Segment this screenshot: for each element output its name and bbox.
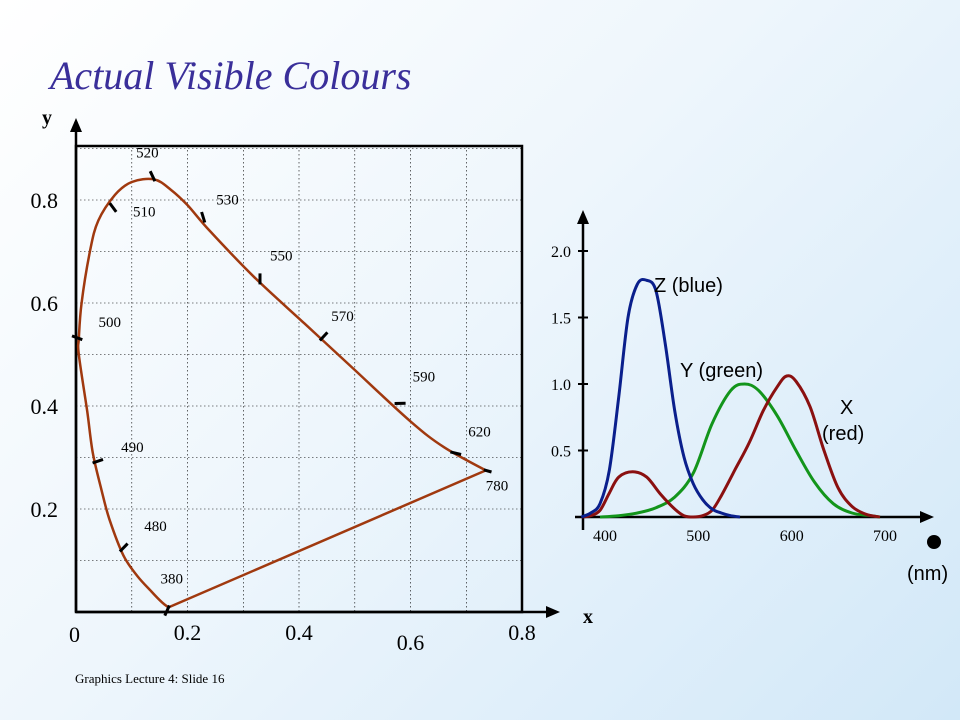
cmf-y-tick-label: 0.5 <box>551 444 571 461</box>
y-tick-label: 0.2 <box>31 497 59 522</box>
wavelength-tick-mark <box>118 542 129 553</box>
colour-matching-functions-chart: 0.5 1.0 1.5 2.0 400 500 600 700 Z (blue) Y (gr… <box>551 210 948 585</box>
z-blue-label: Z (blue) <box>654 275 723 297</box>
wavelength-label: 510 <box>133 204 156 220</box>
chromaticity-y-axis-arrow <box>70 118 82 132</box>
wavelength-label: 780 <box>486 478 509 494</box>
cmf-x-tick-labels: 400 500 600 700 <box>593 528 897 545</box>
cmf-x-tick-label: 700 <box>873 528 897 545</box>
cmf-y-tick-label: 1.0 <box>551 377 571 394</box>
spectral-locus-curve <box>76 177 489 609</box>
wavelength-tick-mark <box>108 202 118 213</box>
cmf-y-tick-label: 1.5 <box>551 311 571 328</box>
x-tick-label: 0.8 <box>508 620 536 645</box>
chromaticity-x-axis-arrow <box>546 606 560 618</box>
cmf-y-axis-arrow <box>577 210 589 224</box>
bullet-icon <box>927 535 941 549</box>
wavelength-tick-mark <box>163 604 171 617</box>
chromaticity-tick-labels: 0.2 0.4 0.6 0.8 0.2 0.4 0.6 0.8 <box>31 188 536 655</box>
wavelength-label: 500 <box>99 315 122 331</box>
wavelength-label: 490 <box>121 440 144 456</box>
chromaticity-grid <box>76 146 523 612</box>
wavelength-label: 570 <box>331 309 354 325</box>
wavelength-tick-mark <box>148 170 157 182</box>
cmf-y-tick-labels: 0.5 1.0 1.5 2.0 <box>551 244 588 461</box>
wavelength-label: 590 <box>413 369 436 385</box>
wavelength-tick-mark <box>92 457 104 465</box>
wavelength-tick-mark <box>71 334 83 342</box>
y-tick-label: 0.6 <box>31 291 59 316</box>
x-tick-label: 0.4 <box>285 620 313 645</box>
wavelength-markers: 380 480 490 500 510 520 530 550 570 590 620 780 <box>71 145 509 617</box>
z-blue-curve <box>580 277 741 519</box>
cmf-x-tick-label: 500 <box>686 528 710 545</box>
x-tick-label: 0.6 <box>397 630 425 655</box>
wavelength-tick-mark <box>200 211 207 223</box>
cmf-x-axis-arrow <box>920 511 934 523</box>
x-red-curve <box>581 374 881 519</box>
y-tick-label: 0.4 <box>31 394 59 419</box>
chromaticity-x-axis-label: x <box>583 606 593 628</box>
wavelength-label: 550 <box>270 248 293 264</box>
slide-footer: Graphics Lecture 4: Slide 16 <box>75 671 225 686</box>
wavelength-tick-mark <box>450 450 462 456</box>
wavelength-tick-mark <box>483 468 492 474</box>
x-red-label: X <box>840 397 853 419</box>
chromaticity-origin-label: 0 <box>69 622 80 647</box>
wavelength-label: 520 <box>136 145 159 161</box>
cmf-x-tick-label: 600 <box>780 528 804 545</box>
cmf-x-tick-label: 400 <box>593 528 617 545</box>
chromaticity-y-axis-label: y <box>42 107 52 129</box>
slide-title: Actual Visible Colours <box>50 53 412 98</box>
cmf-y-tick-label: 2.0 <box>551 244 571 261</box>
wavelength-label: 620 <box>468 424 491 440</box>
y-green-curve <box>599 382 881 519</box>
x-red-label-line2: (red) <box>822 423 864 445</box>
wavelength-label: 480 <box>144 519 167 535</box>
wavelength-tick-mark <box>318 331 329 342</box>
wavelength-label: 380 <box>161 571 184 587</box>
y-tick-label: 0.8 <box>31 188 59 213</box>
x-tick-label: 0.2 <box>174 620 202 645</box>
cmf-x-unit-label: (nm) <box>907 563 948 585</box>
chromaticity-diagram: 380 480 490 500 510 520 530 550 570 590 620 780 0.2… <box>31 107 594 655</box>
wavelength-label: 530 <box>216 193 239 209</box>
y-green-label: Y (green) <box>680 360 763 382</box>
